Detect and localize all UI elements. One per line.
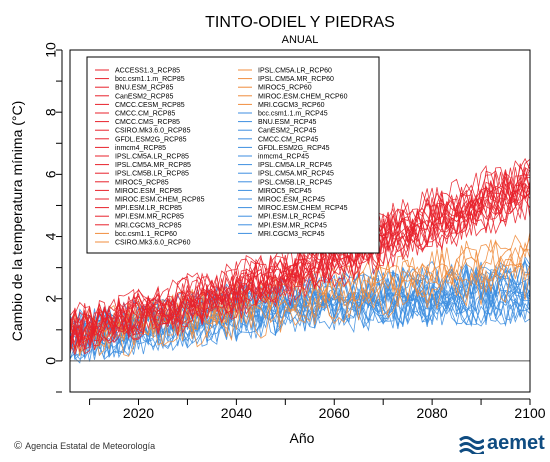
legend-label: IPSL.CM5B.LR_RCP45 — [258, 179, 332, 186]
legend-label: bcc.csm1.1.m_RCP85 — [115, 76, 185, 83]
plot-lines — [69, 157, 531, 364]
legend-label: CSIRO.Mk3.6.0_RCP85 — [115, 128, 191, 135]
series-line-rcp85 — [69, 176, 531, 350]
legend-label: IPSL.CM5A.LR_RCP85 — [115, 154, 189, 161]
chart-title: TINTO-ODIEL Y PIEDRAS — [205, 14, 395, 31]
footer-credit: © Agencia Estatal de Meteorología — [14, 440, 155, 452]
legend-label: MIROC.ESM_RCP45 — [258, 197, 325, 204]
logo-text: aemet — [487, 432, 545, 454]
legend-label: MIROC.ESM.CHEM_RCP45 — [258, 205, 348, 212]
legend-label: bcc.csm1.1.m_RCP45 — [258, 111, 328, 118]
x-tick-label: 2020 — [123, 405, 154, 421]
legend-label: CanESM2_RCP85 — [115, 93, 173, 100]
legend-label: MIROC.ESM.CHEM_RCP85 — [115, 197, 205, 204]
legend-label: MIROC.ESM_RCP85 — [115, 188, 182, 195]
legend-label: MPI.ESM.MR_RCP85 — [115, 214, 184, 221]
x-axis: 2020 2040 2060 2080 2100 — [89, 398, 546, 421]
legend-label: MIROC5_RCP85 — [115, 179, 169, 186]
legend-label: CMCC.CM_RCP45 — [258, 136, 318, 143]
aemet-logo-icon — [459, 435, 484, 454]
x-tick-label: 2080 — [417, 405, 448, 421]
legend-label: GFDL.ESM2G_RCP85 — [115, 136, 187, 143]
legend-label: MRI.CGCM3_RCP85 — [115, 222, 182, 229]
aemet-logo: aemet — [458, 432, 545, 455]
legend-label: inmcm4_RCP85 — [115, 145, 166, 152]
legend-label: GFDL.ESM2G_RCP45 — [258, 145, 330, 152]
legend-label: IPSL.CM5A.LR_RCP45 — [258, 162, 332, 169]
plot-frame — [69, 49, 531, 393]
legend-label: BNU.ESM_RCP45 — [258, 119, 316, 126]
legend-label: IPSL.CM5A.LR_RCP60 — [258, 68, 332, 75]
x-axis-label: Año — [290, 430, 315, 446]
legend-label: MPI.ESM.LR_RCP45 — [258, 214, 325, 221]
legend-label: BNU.ESM_RCP85 — [115, 85, 173, 92]
legend-label: CMCC.CESM_RCP85 — [115, 102, 185, 109]
y-tick-label: 2 — [43, 295, 59, 303]
series-line-rcp85 — [69, 166, 531, 344]
legend-label: IPSL.CM5A.MR_RCP60 — [258, 76, 334, 83]
legend-label: MPI.ESM.MR_RCP45 — [258, 222, 327, 229]
y-tick-label: 4 — [43, 232, 59, 240]
legend-label: ACCESS1.3_RCP85 — [115, 68, 180, 75]
legend-box — [86, 56, 380, 254]
legend-label: MRI.CGCM3_RCP45 — [258, 231, 325, 238]
x-tick-label: 2100 — [514, 405, 545, 421]
y-tick-label: 6 — [43, 170, 59, 178]
series-line-rcp45 — [69, 288, 531, 358]
chart-subtitle: ANUAL — [282, 34, 319, 46]
x-tick-label: 2060 — [319, 405, 350, 421]
legend-label: MIROC5_RCP60 — [258, 85, 312, 92]
y-tick-label: 10 — [43, 42, 59, 58]
series-line-rcp45 — [69, 270, 531, 355]
legend-label: bcc.csm1.1_RCP60 — [115, 231, 177, 238]
series-line-rcp85 — [69, 181, 531, 344]
y-axis-label: Cambio de la temperatura mínima (°C) — [9, 101, 25, 342]
legend-label: MIROC.ESM.CHEM_RCP60 — [258, 93, 348, 100]
legend-label: CSIRO.Mk3.6.0_RCP60 — [115, 240, 191, 247]
legend-label: CMCC.CM_RCP85 — [115, 111, 175, 118]
series-line-rcp45 — [69, 286, 531, 360]
credit-text: Agencia Estatal de Meteorología — [25, 441, 156, 451]
series-line-rcp60 — [69, 236, 531, 346]
legend-label: IPSL.CM5A.MR_RCP45 — [258, 171, 334, 178]
legend-label: MRI.CGCM3_RCP60 — [258, 102, 325, 109]
legend-label: inmcm4_RCP45 — [258, 154, 309, 161]
legend-label: CanESM2_RCP45 — [258, 128, 316, 135]
copyright-icon: © — [14, 440, 23, 452]
legend-label: MPI.ESM.LR_RCP85 — [115, 205, 182, 212]
legend-label: CMCC.CMS_RCP85 — [115, 119, 180, 126]
y-tick-label: 8 — [43, 108, 59, 116]
x-tick-label: 2040 — [221, 405, 252, 421]
legend-label: IPSL.CM5A.MR_RCP85 — [115, 162, 191, 169]
legend-label: MIROC5_RCP45 — [258, 188, 312, 195]
series-line-rcp85 — [69, 178, 531, 349]
legend-label: IPSL.CM5B.LR_RCP85 — [115, 171, 189, 178]
y-axis: 0 2 4 6 8 10 — [43, 42, 63, 393]
y-tick-label: 0 — [43, 357, 59, 365]
